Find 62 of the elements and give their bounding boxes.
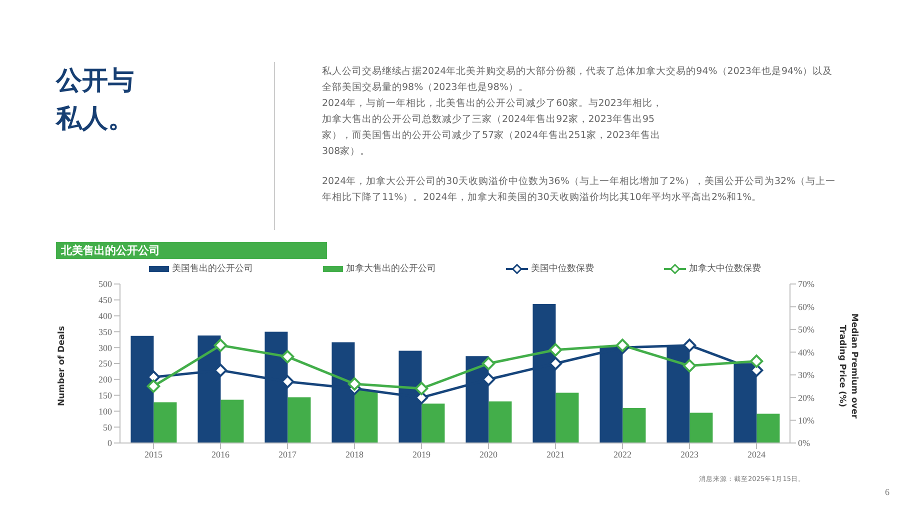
point	[146, 380, 160, 393]
point	[750, 354, 764, 368]
legend-label: 美国售出的公开公司	[171, 262, 253, 275]
y-tick-label: 350	[98, 326, 112, 337]
point	[482, 356, 496, 370]
y-tick-label: 0	[108, 438, 112, 448]
bar	[556, 392, 579, 443]
x-tick-label: 2017	[278, 449, 297, 460]
x-tick-label: 2023	[680, 449, 699, 460]
bar	[756, 414, 780, 443]
bar	[288, 397, 311, 443]
chart-subtitle: 北美售出的公开公司	[56, 242, 327, 259]
x-tick-label: 2015	[144, 449, 163, 460]
point	[682, 338, 696, 352]
point	[414, 382, 428, 396]
y2-tick-label: 50%	[798, 324, 815, 335]
point	[348, 377, 362, 391]
chart-title: 公开与私人。	[56, 65, 135, 136]
y2-tick-label: 20%	[798, 392, 815, 403]
y2-tick-label: 30%	[798, 370, 815, 380]
x-tick-label: 2016	[212, 449, 230, 460]
x-tick-label: 2024	[748, 449, 766, 460]
y-tick-label: 250	[98, 358, 112, 369]
y-tick-label: 400	[98, 310, 112, 321]
y-tick-label: 50	[103, 422, 112, 432]
bar	[422, 404, 445, 443]
y2-tick-label: 40%	[798, 347, 815, 358]
y2-tick-label: 70%	[798, 279, 815, 290]
x-tick-label: 2019	[412, 449, 431, 460]
y-axis-title: Number of Deals	[57, 324, 67, 408]
y2-tick-label: 0%	[798, 438, 810, 448]
text: 2024年，加拿大公开公司的30天收购溢价中位数为36%（与上一年相比增加了2%），美国公开公司为32%（与上一年相比下降了11%）。2024年，加拿大和美国的30天收购溢价均比其10年平均水平高出2%和1%。	[322, 175, 837, 205]
x-tick-label: 2021	[546, 449, 564, 460]
text: 2024年，与前一年相比，北美售出的公开公司减少了60家。与2023年相比，加拿大售出的公开公司总数减少了三家（2024年售出92家，2023年售出95家），而美国售出的公开公司减少了57家（2024年售出251家，2023年售出308家）。	[322, 97, 664, 159]
bar	[488, 401, 512, 443]
legend-label: 加拿大中位数保费	[688, 262, 761, 275]
text: 私人公司交易继续占据2024年北美并购交易的大部分份额，代表了总体加拿大交易的94%（2023年也是94%）以及全部美国交易量的98%（2023年也是98%）。	[322, 65, 834, 95]
y-tick-label: 150	[98, 390, 112, 400]
y-tick-label: 500	[98, 279, 112, 290]
point	[616, 338, 630, 352]
text: 6	[885, 487, 890, 497]
point	[214, 338, 228, 352]
x-tick-label: 2020	[480, 449, 498, 460]
y2-tick-label: 10%	[798, 415, 815, 426]
y2-axis-title: Median Premium over Trading Price (%)	[836, 312, 860, 421]
y-tick-label: 200	[98, 374, 112, 385]
x-tick-label: 2022	[614, 449, 632, 460]
y2-tick-label: 60%	[798, 302, 815, 312]
y-tick-label: 300	[98, 342, 112, 353]
point	[280, 350, 294, 364]
point	[682, 359, 696, 372]
y-tick-label: 100	[98, 406, 112, 416]
point	[548, 343, 562, 357]
bar	[690, 412, 713, 443]
bar	[622, 408, 646, 443]
legend-label: 美国中位数保费	[530, 262, 594, 275]
y-tick-label: 450	[98, 295, 112, 306]
bar	[220, 400, 244, 443]
bar	[354, 390, 378, 443]
legend-label: 加拿大售出的公开公司	[345, 262, 436, 275]
x-tick-label: 2018	[346, 449, 364, 460]
bar	[154, 402, 177, 443]
